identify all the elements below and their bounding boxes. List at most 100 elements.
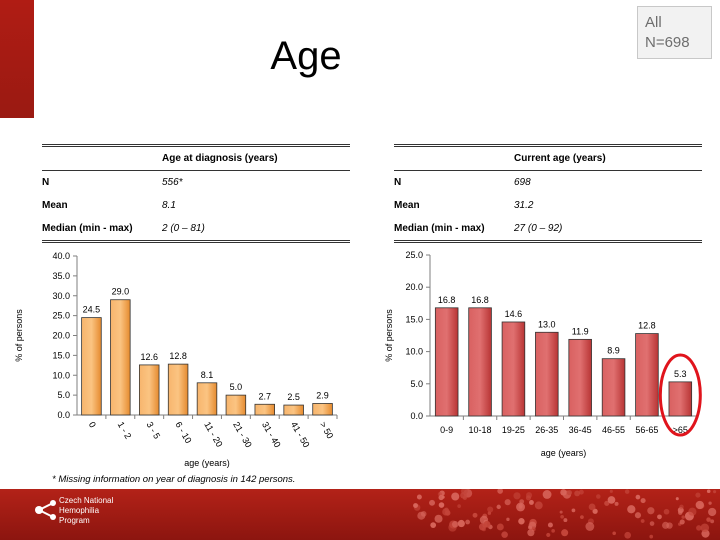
decorative-dot [496, 504, 501, 510]
y-tick-label: 25.0 [405, 250, 423, 260]
data-label: 2.9 [316, 390, 329, 400]
row-label: Mean [42, 200, 68, 211]
y-tick-label: 10.0 [405, 347, 423, 357]
data-label: 2.5 [287, 392, 300, 402]
decorative-dot [487, 511, 492, 515]
decorative-dot [574, 490, 580, 497]
decorative-dot [640, 498, 646, 504]
decorative-dot [578, 489, 584, 495]
decorative-dot [627, 505, 636, 514]
decorative-dot [429, 499, 436, 506]
row-value: 698 [514, 177, 531, 188]
bar [601, 358, 626, 417]
decorative-dot [542, 490, 552, 499]
x-tick-label: 36-45 [569, 425, 592, 435]
decorative-dot [675, 497, 679, 501]
decorative-dot [506, 517, 510, 522]
y-tick-label: 20.0 [405, 282, 423, 292]
logo-line: Hemophilia [59, 506, 100, 515]
decorative-dot [561, 529, 569, 537]
decorative-dot [513, 492, 521, 500]
decorative-dot [571, 508, 576, 513]
decorative-dot [441, 495, 445, 499]
x-tick-label: 46-55 [602, 425, 625, 435]
data-label: 12.8 [169, 351, 187, 361]
row-value: 8.1 [162, 200, 176, 211]
decorative-dot [662, 521, 670, 529]
bar [167, 363, 189, 416]
decorative-dot [457, 504, 461, 508]
decorative-dot [649, 534, 654, 539]
footer-bar [0, 489, 720, 540]
decorative-dot [688, 507, 697, 516]
decorative-dot [640, 519, 645, 523]
decorative-dot [649, 521, 655, 526]
bar [434, 307, 459, 417]
decorative-dot [634, 512, 642, 519]
decorative-dot [496, 523, 504, 531]
table-header: Age at diagnosis (years) [162, 153, 278, 164]
current-age-table: Current age (years) N 698 Mean 31.2 Medi… [394, 144, 702, 243]
decorative-dot [504, 499, 511, 506]
decorative-dot [695, 492, 701, 498]
decorative-dot [585, 522, 595, 531]
y-tick-label: 0.0 [410, 411, 423, 421]
decorative-dot [487, 506, 494, 513]
bar [138, 364, 160, 416]
x-tick-label: 10-18 [469, 425, 492, 435]
decorative-dot [501, 531, 508, 538]
decorative-dot [679, 519, 685, 525]
table-rule [394, 170, 702, 171]
row-label: Median (min - max) [394, 223, 485, 234]
decorative-dot [534, 501, 543, 510]
decorative-dot [559, 510, 563, 514]
data-label: 13.0 [538, 319, 556, 329]
corner-accent-bar [0, 0, 34, 118]
decorative-dot [546, 532, 551, 538]
decorative-dot [472, 512, 478, 518]
table-header: Current age (years) [514, 153, 606, 164]
y-axis-label: % of persons [384, 309, 394, 362]
decorative-dot [609, 489, 613, 493]
table-row: Mean 31.2 [394, 194, 702, 217]
decorative-dot [647, 507, 655, 515]
x-tick-label: 0-9 [440, 425, 453, 435]
decorative-dot [604, 500, 610, 506]
decorative-dot [551, 529, 555, 533]
table-rule [394, 144, 702, 147]
row-value: 2 (0 – 81) [162, 223, 205, 234]
table-row: Median (min - max) 2 (0 – 81) [42, 217, 350, 240]
bar [501, 321, 526, 417]
decorative-dot [420, 511, 427, 517]
data-label: 29.0 [112, 287, 130, 297]
bar [81, 317, 102, 416]
y-tick-label: 30.0 [52, 291, 70, 301]
table-rule [394, 240, 702, 243]
bar [468, 307, 492, 417]
decorative-dot [624, 489, 630, 494]
decorative-dot [560, 489, 567, 496]
bar [535, 331, 559, 417]
decorative-dot [460, 492, 467, 499]
x-tick-label: 56-65 [635, 425, 658, 435]
x-tick-label: 1 - 2 [116, 420, 134, 441]
y-tick-label: 0.0 [57, 410, 70, 420]
bar [283, 404, 304, 416]
decorative-dot [713, 490, 717, 494]
decorative-dot [588, 503, 596, 511]
decorative-dot [635, 494, 641, 500]
y-tick-label: 15.0 [405, 314, 423, 324]
decorative-dot [657, 514, 662, 520]
decorative-dot [430, 522, 437, 528]
bar [635, 333, 659, 417]
bar [312, 403, 333, 416]
decorative-dot [679, 504, 684, 510]
decorative-dot [434, 514, 443, 523]
y-tick-label: 5.0 [57, 390, 70, 400]
bar [225, 394, 247, 416]
decorative-dot [497, 489, 503, 494]
data-label: 16.8 [471, 295, 489, 305]
decorative-dot [465, 519, 471, 525]
table-header-row: Age at diagnosis (years) [42, 147, 350, 170]
